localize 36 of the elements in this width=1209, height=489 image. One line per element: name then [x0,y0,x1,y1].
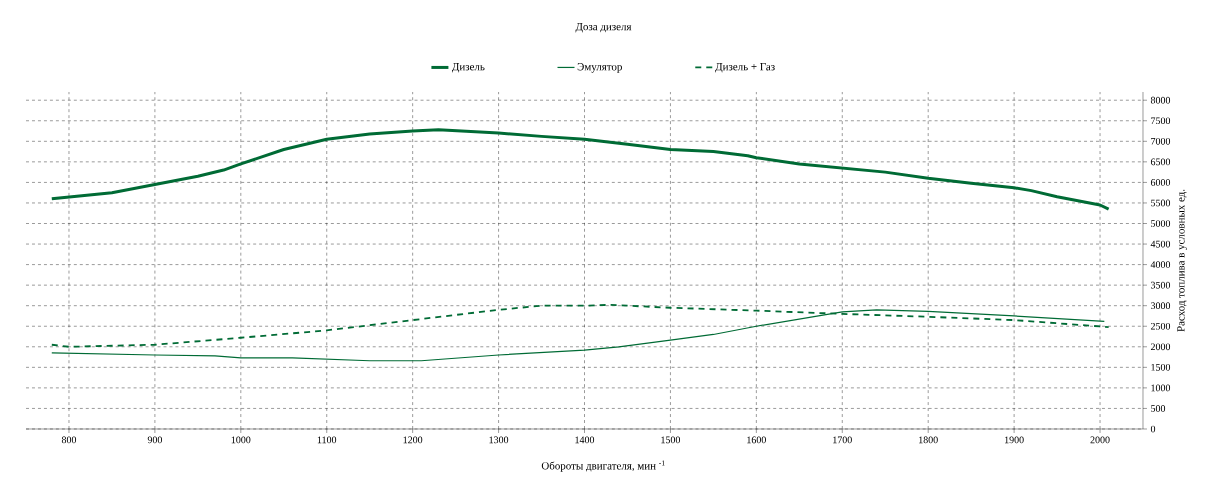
y-tick-label: 4000 [1150,261,1171,268]
y-tick-label: 2000 [1150,343,1171,351]
legend-label: Дизель [451,63,485,73]
y-tick-label: 0 [1150,425,1156,433]
y-tick-label: 500 [1151,405,1166,412]
y-tick-label: 4500 [1150,240,1171,248]
legend-label: Дизель + Газ [715,63,775,73]
x-tick-label: 1200 [403,436,423,444]
x-tick-label: 800 [61,436,77,444]
x-tick-label: 1400 [575,436,595,444]
y-tick-label: 3000 [1151,302,1171,310]
y-tick-label: 8000 [1150,96,1171,104]
y-tick-label: 1500 [1151,363,1171,371]
x-tick-label: 1900 [1005,436,1024,444]
x-tick-label: 1100 [317,436,337,444]
y-tick-label: 6500 [1150,158,1171,166]
x-tick-label: 2000 [1090,436,1110,444]
chart-title: Доза дизеля [575,22,632,33]
x-tick-label: 1000 [231,436,251,444]
y-tick-label: 3500 [1151,281,1171,289]
y-tick-label: 5000 [1151,220,1171,227]
x-tick-label: 1600 [747,436,766,444]
y-tick-label: 2500 [1150,322,1171,330]
y-tick-label: 7500 [1151,117,1171,125]
x-tick-label: 1700 [833,436,852,444]
x-tick-label: 1500 [661,436,681,444]
y-tick-label: 5500 [1151,199,1171,207]
legend-label: Эмулятор [577,63,622,73]
y-tick-label: 1000 [1151,384,1171,392]
y-tick-label: 6000 [1150,179,1171,186]
x-tick-label: 900 [147,436,162,444]
y-tick-label: 7000 [1151,137,1171,145]
y-axis-title: Расход топлива в условных ед. [1177,189,1187,332]
x-axis-title: Обороты двигателя, мин $^{-1}$ [541,460,665,472]
x-tick-label: 1300 [489,436,509,444]
x-tick-label: 1800 [919,436,938,444]
